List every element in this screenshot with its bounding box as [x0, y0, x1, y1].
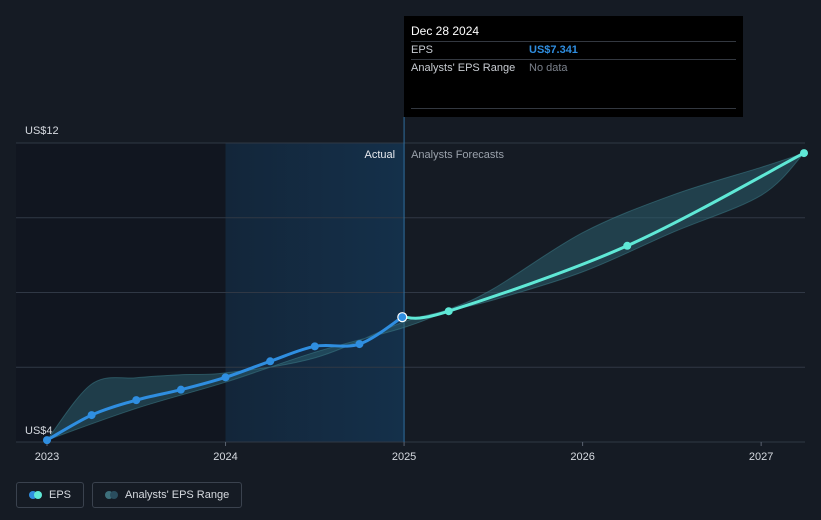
eps-point-0-2: [132, 396, 141, 405]
tooltip-eps-label: EPS: [411, 44, 434, 56]
y-label-bottom: US$4: [25, 425, 53, 437]
eps-point-0-7: [355, 340, 364, 349]
eps-line-1: [400, 151, 806, 320]
y-label-top: US$12: [25, 125, 59, 137]
eps-point-1-1: [444, 307, 453, 316]
eps-range-legend-icon: [105, 491, 119, 499]
hover-tooltip: Dec 28 2024 EPS US$7.341 Analysts' EPS R…: [404, 16, 743, 117]
eps-point-0-1: [87, 411, 96, 420]
legend-eps-label: EPS: [49, 489, 72, 501]
legend-item-eps-range[interactable]: Analysts' EPS Range: [92, 482, 243, 508]
tooltip-row-eps: EPS US$7.341: [411, 41, 736, 59]
region-label-forecast: Analysts Forecasts: [411, 149, 504, 161]
chart-legend: EPS Analysts' EPS Range: [16, 482, 243, 508]
eps-point-0-3: [176, 385, 185, 394]
eps-range-band: [45, 152, 805, 442]
tooltip-range-value: No data: [529, 62, 568, 74]
eps-point-0-5: [266, 357, 275, 366]
legend-eps-range-label: Analysts' EPS Range: [125, 489, 230, 501]
tooltip-date: Dec 28 2024: [411, 24, 480, 38]
eps-point-0-0: [43, 436, 51, 445]
tooltip-row-range: Analysts' EPS Range No data: [411, 59, 736, 77]
x-tick-label-2024: 2024: [213, 451, 237, 463]
eps-point-1-3: [800, 149, 808, 158]
region-label-actual: Actual: [364, 149, 395, 161]
tooltip-divider: [411, 108, 736, 109]
x-tick-label-2023: 2023: [35, 451, 59, 463]
tooltip-eps-value: US$7.341: [529, 44, 578, 56]
eps-point-0-4: [221, 373, 230, 382]
x-tick-label-2025: 2025: [392, 451, 416, 463]
eps-legend-icon: [29, 491, 42, 499]
x-tick-label-2027: 2027: [749, 451, 773, 463]
eps-point-0-6: [310, 342, 319, 351]
eps-point-1-2: [623, 241, 632, 250]
x-tick-label-2026: 2026: [570, 451, 594, 463]
tooltip-range-label: Analysts' EPS Range: [411, 62, 516, 74]
eps-point-0-8: [397, 312, 408, 323]
legend-item-eps[interactable]: EPS: [16, 482, 85, 508]
